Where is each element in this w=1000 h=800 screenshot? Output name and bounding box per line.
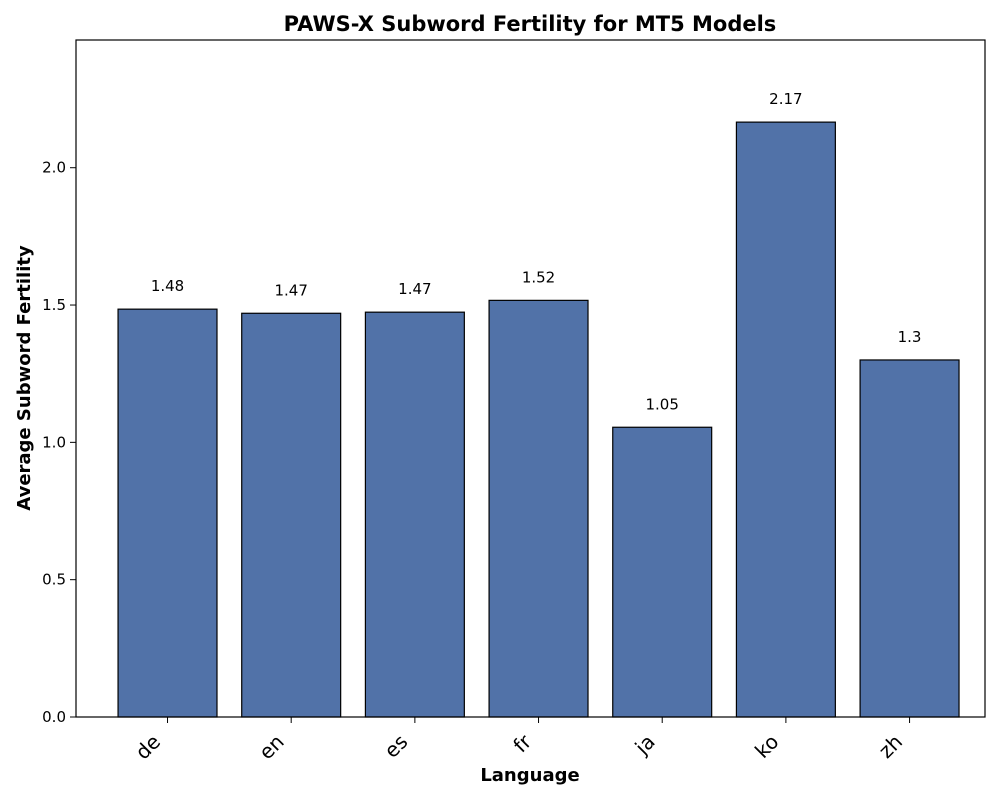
bar-ko <box>735 121 836 718</box>
x-tick-label-de: de <box>130 730 165 765</box>
y-axis-label: Average Subword Fertility <box>14 245 35 511</box>
data-label-zh: 1.3 <box>898 328 922 346</box>
y-tick-label-3: 1.5 <box>42 296 66 314</box>
data-label-de: 1.48 <box>151 277 184 295</box>
data-label-es: 1.47 <box>398 280 431 298</box>
y-tick-label-4: 2.0 <box>42 159 66 177</box>
chart-title: PAWS-X Subword Fertility for MT5 Models <box>284 12 777 36</box>
data-label-ja: 1.05 <box>646 395 679 413</box>
data-label-fr: 1.52 <box>522 268 555 286</box>
bar-en <box>241 312 342 718</box>
y-tick-label-2: 1.0 <box>42 433 66 451</box>
x-tick-label-fr: fr <box>508 729 536 757</box>
y-tick-label-1: 0.5 <box>42 571 66 589</box>
data-label-en: 1.47 <box>274 281 307 299</box>
bar-de <box>117 308 218 718</box>
x-tick-label-zh: zh <box>874 730 907 763</box>
x-axis-label: Language <box>480 765 579 786</box>
bar-zh <box>859 359 960 718</box>
bar-fr <box>488 299 589 718</box>
bar-es <box>364 311 465 718</box>
x-tick-label-en: en <box>254 730 289 765</box>
x-tick-label-ja: ja <box>629 730 659 760</box>
x-tick-label-ko: ko <box>750 730 783 763</box>
plot-frame <box>75 39 986 718</box>
data-label-ko: 2.17 <box>769 90 802 108</box>
bar-ja <box>612 426 713 718</box>
bars-layer: 1.48 1.47 1.47 1.52 1.05 2.17 1.3 <box>117 90 960 718</box>
y-tick-label-0: 0.0 <box>42 708 66 726</box>
x-tick-label-es: es <box>379 730 412 763</box>
